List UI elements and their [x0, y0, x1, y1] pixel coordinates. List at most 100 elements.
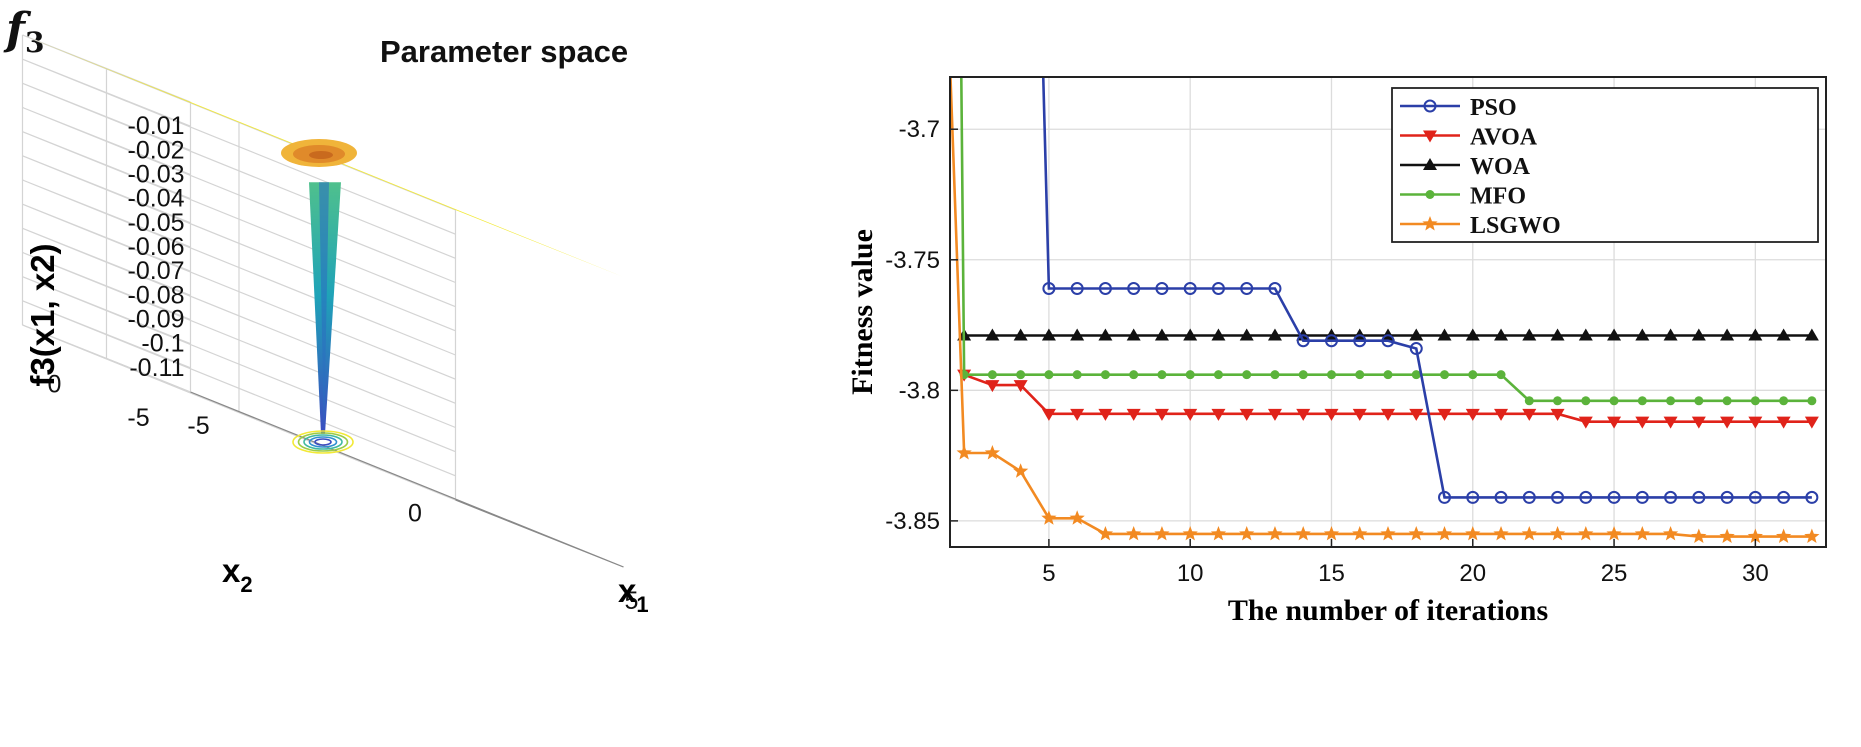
data-point	[1210, 525, 1227, 541]
convergence-series	[950, 77, 1820, 544]
data-point	[1381, 328, 1395, 341]
data-point	[1465, 525, 1481, 541]
data-point	[1804, 328, 1819, 341]
x-axis-label: x1	[618, 572, 649, 617]
data-point	[1581, 396, 1591, 406]
data-point	[1440, 370, 1450, 380]
data-point	[1664, 490, 1678, 504]
data-point	[1553, 396, 1563, 406]
data-point	[1383, 370, 1393, 380]
data-point	[1609, 396, 1619, 406]
data-point	[1607, 328, 1622, 341]
data-point	[1270, 370, 1280, 380]
data-point	[956, 445, 972, 460]
convergence-ticks: 5 10 15 20 25 30 -3.85 -3.8 -3.75 -3.7	[885, 116, 1768, 587]
z-tick-label: -0.04	[128, 185, 185, 213]
data-point	[1807, 396, 1817, 406]
data-point	[1041, 328, 1056, 341]
data-point	[1465, 408, 1480, 421]
data-point	[1126, 328, 1141, 341]
data-point	[1298, 370, 1308, 380]
data-point	[1409, 408, 1424, 421]
data-point	[1494, 490, 1508, 504]
data-point	[1326, 370, 1336, 380]
contour-ring	[308, 436, 338, 448]
floor-edge	[190, 391, 624, 568]
data-point	[1154, 525, 1170, 541]
z-tick-label: -0.05	[128, 209, 185, 237]
data-point	[1804, 416, 1819, 429]
data-point	[987, 370, 997, 380]
y-tick-label: -5	[127, 404, 149, 432]
data-point	[1550, 408, 1565, 421]
data-point	[1748, 416, 1763, 429]
data-point	[1296, 334, 1310, 348]
data-point	[1578, 416, 1593, 429]
data-point	[1295, 525, 1311, 541]
data-point	[1635, 490, 1649, 504]
legend-label: PSO	[1470, 95, 1517, 121]
contour-ring	[297, 432, 349, 452]
data-point	[1296, 328, 1311, 341]
z-gridline	[22, 155, 456, 332]
data-point	[1098, 282, 1112, 295]
surface-base-contours	[292, 430, 354, 454]
y-tick-label: 0	[48, 371, 62, 399]
data-point	[1494, 328, 1509, 341]
x-tick-label: 30	[1742, 560, 1769, 587]
legend-marker	[1423, 99, 1437, 113]
data-point	[1411, 370, 1421, 380]
legend-marker	[1425, 190, 1435, 199]
z-tick-label: -0.02	[128, 136, 185, 164]
data-point	[1663, 328, 1678, 341]
data-point	[1494, 408, 1509, 421]
data-point	[1747, 528, 1763, 544]
data-point	[1524, 396, 1534, 406]
data-point	[1097, 525, 1114, 541]
legend: PSO AVOA WOA MFO LSGWO	[1391, 87, 1819, 243]
data-point	[1129, 370, 1139, 380]
data-point	[1550, 328, 1565, 341]
data-point	[1662, 525, 1679, 541]
data-point	[1213, 370, 1223, 380]
data-point	[959, 370, 969, 380]
surface-title: Parameter space	[380, 34, 629, 69]
series-lsgwo	[950, 77, 1820, 544]
data-point	[1069, 510, 1085, 525]
surface-ticks: -0.01-0.02-0.03-0.04-0.05-0.06-0.07-0.08…	[48, 112, 639, 615]
data-point	[1070, 282, 1084, 295]
data-point	[1409, 342, 1423, 356]
data-point	[1692, 490, 1706, 504]
surface-funnel	[309, 182, 341, 434]
floor-gridline	[22, 324, 456, 501]
y-tick-label: -3.8	[899, 377, 940, 404]
data-point	[1691, 328, 1706, 341]
data-point	[1352, 328, 1367, 341]
legend-item: LSGWO	[1400, 213, 1561, 239]
data-point	[1635, 328, 1650, 341]
data-point	[1521, 525, 1537, 541]
data-point	[1211, 328, 1226, 341]
data-point	[1323, 525, 1340, 541]
data-point	[1748, 328, 1763, 341]
series-line	[1041, 77, 1812, 499]
legend-item: MFO	[1400, 184, 1526, 210]
data-point	[1185, 370, 1195, 380]
surface-box-grid	[21, 34, 624, 568]
data-point	[1691, 528, 1707, 544]
data-point	[1691, 416, 1706, 429]
z-gridline	[22, 300, 456, 477]
data-point	[1637, 396, 1647, 406]
series-line	[950, 77, 1812, 538]
data-point	[1355, 370, 1365, 380]
data-point	[1549, 525, 1566, 541]
data-point	[1013, 328, 1028, 341]
z-gridline	[22, 131, 456, 308]
legend-box	[1391, 87, 1819, 243]
data-point	[1324, 408, 1339, 421]
data-point	[1748, 490, 1762, 504]
data-point	[1522, 328, 1537, 341]
figure-label-sub: 3	[24, 26, 45, 59]
legend-label: WOA	[1470, 154, 1531, 180]
z-tick-label: -0.03	[128, 161, 185, 189]
